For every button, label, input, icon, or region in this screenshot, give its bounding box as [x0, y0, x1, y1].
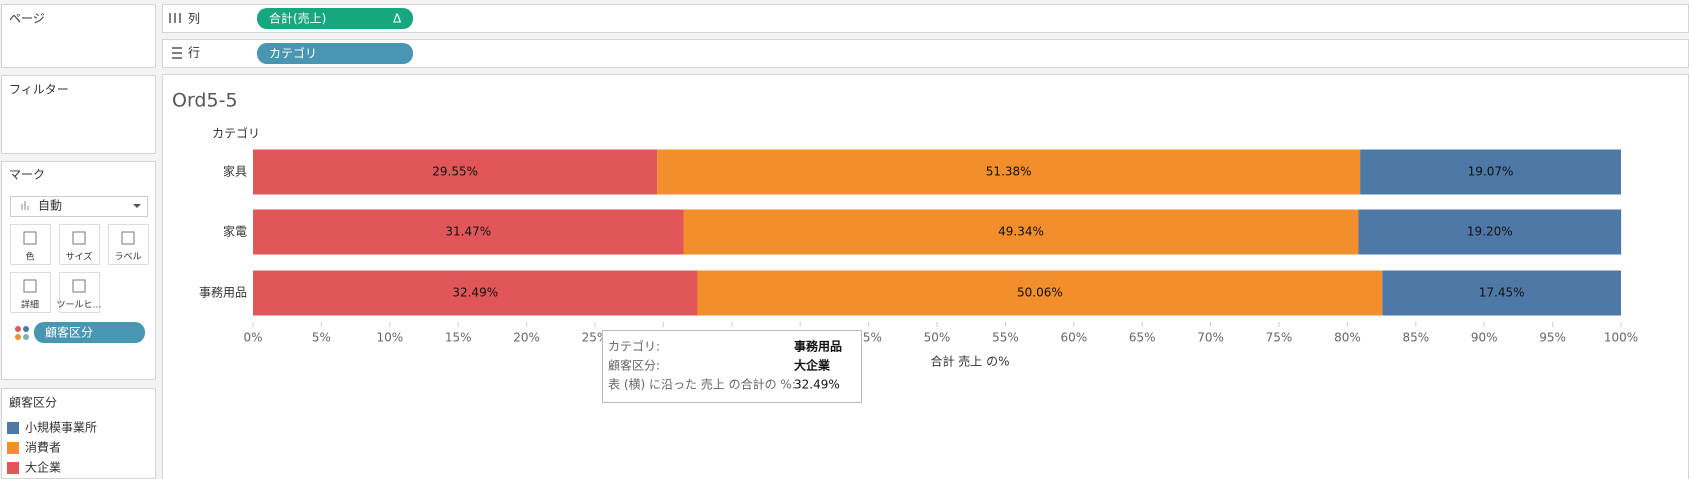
icon-dot	[15, 326, 21, 332]
x-tick-label: 95%	[1539, 331, 1566, 345]
y-tick-label: 家電	[223, 224, 247, 239]
icon-dot	[15, 334, 21, 340]
x-tick-label: 75%	[1266, 331, 1293, 345]
columns-label: 列	[188, 12, 200, 26]
columns-pill-label: 合計(売上)	[269, 11, 326, 26]
data-label: 19.07%	[1468, 165, 1514, 179]
bar-segment	[683, 209, 1359, 255]
rows-label: 行	[188, 46, 200, 60]
legend-label: 大企業	[25, 460, 61, 475]
mark-button-icon	[72, 231, 86, 245]
tooltip-value: 大企業	[794, 358, 831, 373]
x-tick-label: 80%	[1334, 331, 1361, 345]
tooltip-key: 顧客区分:	[608, 358, 660, 373]
x-tick-label: 60%	[1060, 331, 1087, 345]
x-axis-title: 合計 売上 の%	[930, 354, 1009, 369]
mark-button-label: 詳細	[21, 299, 39, 311]
delta-icon: Δ	[393, 12, 402, 26]
x-tick-label: 15%	[445, 331, 472, 345]
columns-pill[interactable]	[257, 8, 413, 29]
legend-title: 顧客区分	[9, 395, 57, 410]
data-label: 31.47%	[445, 225, 491, 239]
rows-icon	[172, 47, 182, 59]
mark-button[interactable]	[10, 272, 51, 313]
legend-swatch	[7, 442, 19, 454]
x-tick-label: 50%	[924, 331, 951, 345]
legend-swatch	[7, 462, 19, 474]
x-tick-label: 55%	[992, 331, 1019, 345]
bar-segment	[657, 149, 1361, 195]
x-tick-label: 90%	[1471, 331, 1498, 345]
marks-title: マーク	[9, 168, 45, 182]
bar-icon	[21, 201, 29, 210]
mark-button-label: 色	[25, 251, 34, 263]
bar-segment	[253, 149, 658, 195]
icon-dot	[23, 326, 29, 332]
mark-button-label: サイズ	[66, 251, 93, 263]
columns-icon	[169, 13, 181, 23]
x-tick-label: 70%	[1197, 331, 1224, 345]
bar-segment	[1382, 270, 1621, 316]
legend-label: 消費者	[25, 440, 61, 455]
bar-segment	[1358, 209, 1622, 255]
mark-button-icon	[121, 231, 135, 245]
data-label: 29.55%	[432, 165, 478, 179]
tooltip-key: カテゴリ:	[608, 339, 660, 354]
data-label: 19.20%	[1467, 225, 1513, 239]
legend-label: 小規模事業所	[25, 420, 97, 435]
data-label: 49.34%	[998, 225, 1044, 239]
color-pill-label: 顧客区分	[45, 325, 93, 340]
mark-button-icon	[23, 279, 37, 293]
y-axis-title: カテゴリ	[212, 126, 260, 141]
mark-button-label: ラベル	[114, 252, 141, 263]
x-tick-label: 25%	[582, 331, 609, 345]
x-tick-label: 100%	[1604, 331, 1638, 345]
x-tick-label: 20%	[513, 331, 540, 345]
rows-pill-label: カテゴリ	[269, 46, 317, 61]
x-tick-label: 10%	[376, 331, 403, 345]
pages-pane	[1, 4, 156, 68]
mark-button-label: ツールヒ…	[56, 300, 101, 311]
bar-segment	[697, 270, 1383, 316]
x-tick-label: 0%	[243, 331, 262, 345]
mark-button-icon	[72, 279, 86, 293]
tooltip-value: 32.49%	[794, 378, 840, 392]
data-label: 17.45%	[1479, 286, 1525, 300]
icon-dot	[23, 334, 29, 340]
legend-swatch	[7, 422, 19, 434]
y-tick-label: 事務用品	[199, 286, 247, 300]
pages-title: ページ	[9, 12, 45, 26]
filters-pane	[1, 75, 156, 154]
bar-segment	[1360, 149, 1621, 195]
mark-type-dropdown[interactable]	[10, 196, 148, 217]
tooltip-key: 表 (横) に沿った 売上 の合計の %:	[608, 377, 796, 392]
data-label: 32.49%	[452, 286, 498, 300]
y-tick-label: 家具	[223, 164, 247, 179]
x-tick-label: 5%	[312, 331, 331, 345]
data-label: 51.38%	[986, 165, 1032, 179]
data-label: 50.06%	[1017, 286, 1063, 300]
mark-type: 自動	[38, 199, 62, 213]
bar-segment	[253, 270, 698, 316]
dropdown-arrow	[133, 204, 141, 208]
marks-pane	[1, 161, 156, 380]
color-pill[interactable]	[34, 322, 145, 343]
rows-shelf	[162, 39, 1689, 68]
legend-pane	[1, 388, 156, 479]
mark-button-icon	[23, 231, 37, 245]
bar-segment	[253, 209, 684, 255]
filters-title: フィルター	[9, 83, 69, 97]
rows-pill[interactable]	[257, 43, 413, 64]
tooltip-value: 事務用品	[794, 339, 842, 354]
x-tick-label: 65%	[1129, 331, 1156, 345]
x-tick-label: 85%	[1402, 331, 1429, 345]
columns-shelf	[162, 4, 1689, 33]
tooltip	[602, 330, 862, 403]
chart-title: Ord5-5	[172, 90, 238, 112]
